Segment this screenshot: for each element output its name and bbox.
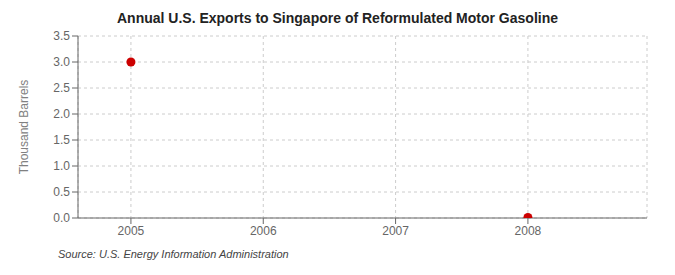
svg-text:0.5: 0.5 bbox=[53, 185, 70, 199]
svg-text:3.5: 3.5 bbox=[53, 29, 70, 43]
svg-text:1.0: 1.0 bbox=[53, 159, 70, 173]
svg-text:2.5: 2.5 bbox=[53, 81, 70, 95]
html-text:Source: U.S. Energy Informatio: Source: U.S. Energy Information Administ… bbox=[58, 248, 289, 260]
svg-text:1.5: 1.5 bbox=[53, 133, 70, 147]
svg-text:2008: 2008 bbox=[515, 224, 542, 238]
svg-text:2.0: 2.0 bbox=[53, 107, 70, 121]
svg-text:Thousand Barrels: Thousand Barrels bbox=[17, 80, 31, 175]
svg-text:2007: 2007 bbox=[382, 224, 409, 238]
html-text:Annual U.S. Exports to Singapo: Annual U.S. Exports to Singapore of Refo… bbox=[117, 10, 558, 26]
svg-text:2005: 2005 bbox=[118, 224, 145, 238]
svg-text:0.0: 0.0 bbox=[53, 211, 70, 225]
svg-text:3.0: 3.0 bbox=[53, 55, 70, 69]
svg-text:2006: 2006 bbox=[250, 224, 277, 238]
